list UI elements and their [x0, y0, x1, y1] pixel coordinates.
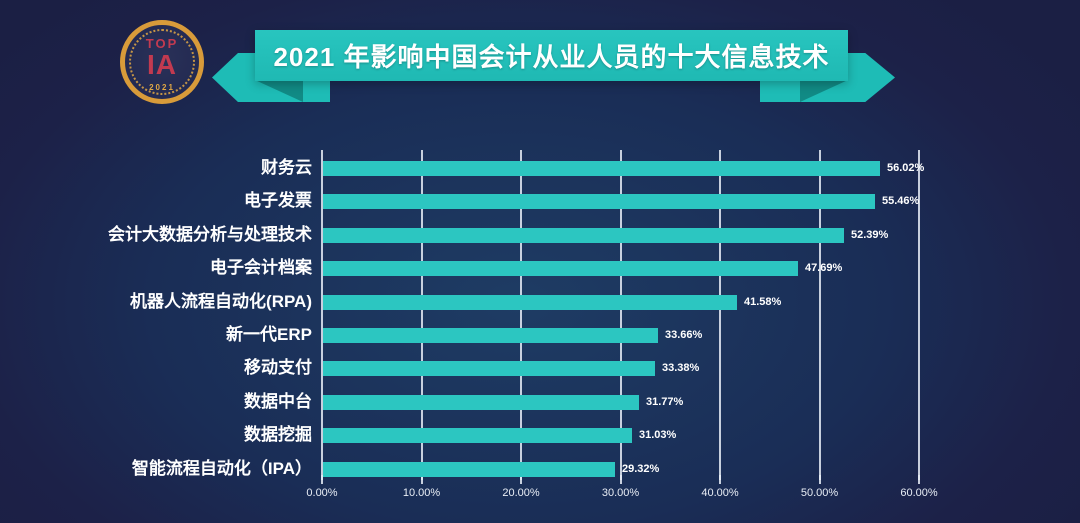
gridline: [520, 150, 522, 480]
value-bar: [323, 394, 639, 410]
value-label: 33.66%: [665, 329, 703, 341]
axis-tick-label: 60.00%: [900, 487, 938, 499]
value-label: 55.46%: [882, 195, 920, 208]
value-label: 31.77%: [646, 395, 684, 408]
value-label: 47.69%: [805, 262, 843, 275]
category-label: 移动支付: [244, 358, 312, 378]
category-label: 数据挖掘: [244, 425, 312, 445]
top10-badge-logo: TOP IA 2021: [120, 20, 204, 104]
axis-tick-label: 20.00%: [502, 487, 540, 499]
badge-year: 2021: [149, 83, 175, 92]
badge-top-text: TOP: [145, 36, 179, 51]
value-label: 31.03%: [639, 429, 677, 442]
axis-tick: [520, 475, 522, 484]
gridline: [818, 150, 821, 480]
gridline: [619, 150, 622, 480]
value-bar: [323, 161, 880, 176]
axis-tick-label: 0.00%: [306, 487, 338, 499]
category-label: 机器人流程自动化(RPA): [130, 291, 312, 311]
value-bar: [323, 361, 655, 377]
gridline: [918, 150, 920, 480]
category-label: 电子会计档案: [210, 258, 312, 278]
value-bar: [323, 328, 658, 343]
category-label: 数据中台: [244, 391, 312, 411]
value-bar: [323, 227, 844, 243]
chart-title: 2021 年影响中国会计从业人员的十大信息技术: [273, 42, 830, 72]
axis-tick: [918, 475, 920, 484]
category-label: 会计大数据分析与处理技术: [108, 224, 312, 244]
category-label: 电子发票: [244, 191, 312, 211]
gridline: [719, 150, 721, 480]
axis-tick-label: 50.00%: [800, 487, 839, 499]
axis-tick: [719, 475, 721, 484]
value-bar: [323, 428, 632, 444]
category-label: 智能流程自动化（IPA）: [131, 458, 312, 478]
axis-tick: [818, 475, 821, 484]
gridline: [321, 150, 323, 480]
value-bar: [323, 261, 798, 277]
gridline: [420, 150, 423, 480]
value-label: 56.02%: [887, 162, 925, 174]
value-bar: [323, 194, 875, 210]
value-label: 41.58%: [744, 295, 782, 308]
value-label: 52.39%: [851, 228, 889, 241]
axis-tick: [321, 475, 323, 484]
axis-tick: [420, 475, 423, 484]
value-bar: [323, 461, 615, 477]
axis-tick: [619, 475, 622, 484]
axis-tick-label: 10.00%: [402, 487, 441, 499]
value-label: 29.32%: [622, 462, 660, 475]
badge-dotted-ring: [129, 29, 195, 95]
value-label: 33.38%: [662, 362, 700, 375]
value-bar: [323, 294, 737, 310]
axis-tick-label: 40.00%: [701, 487, 739, 499]
category-label: 财务云: [261, 158, 312, 177]
badge-monogram: IA: [147, 49, 177, 80]
title-ribbon: 2021 年影响中国会计从业人员的十大信息技术: [255, 30, 848, 81]
category-label: 新一代ERP: [226, 325, 312, 344]
axis-tick-label: 30.00%: [601, 487, 640, 499]
